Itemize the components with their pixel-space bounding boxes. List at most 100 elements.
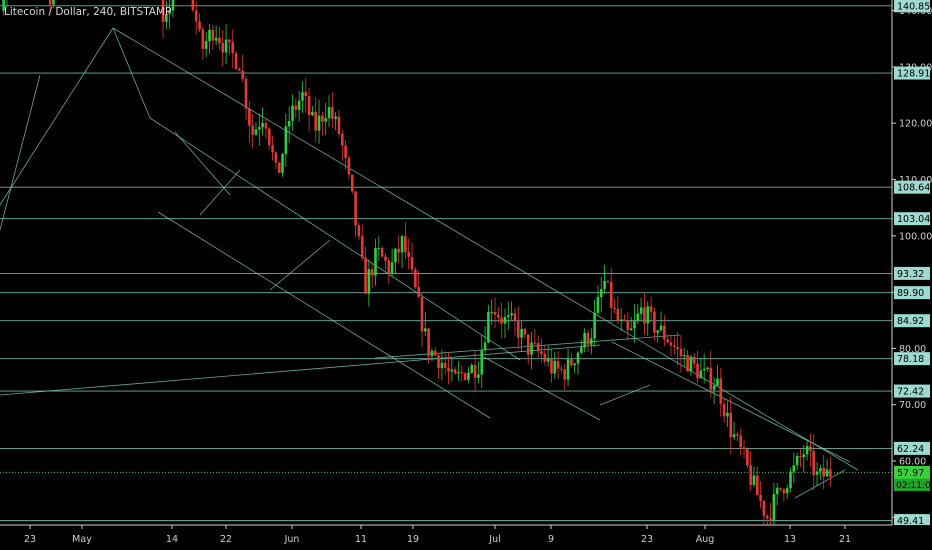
candle: [825, 459, 829, 477]
candle: [736, 431, 739, 442]
candle-body: [752, 475, 756, 485]
candle-body: [347, 158, 351, 175]
candle-body: [248, 108, 251, 126]
candle: [829, 456, 832, 487]
candle-body: [583, 332, 586, 348]
candle: [520, 320, 523, 352]
candle-body: [626, 320, 630, 331]
candle-body: [264, 123, 268, 129]
time-axis: 23 May 14 22 Jun 11 19 Jul 9 23 Aug 13 21: [0, 524, 932, 550]
candle: [732, 422, 736, 440]
candle: [580, 339, 583, 355]
candle: [277, 162, 281, 173]
candle-body: [244, 78, 248, 109]
candle-body: [407, 251, 410, 258]
candle: [722, 398, 726, 424]
candle: [613, 298, 616, 313]
candle-body: [307, 96, 311, 116]
candle-body: [350, 174, 354, 192]
candle-body: [404, 236, 407, 252]
candle-body: [530, 342, 533, 355]
candle: [619, 307, 623, 332]
candle: [510, 301, 513, 321]
candle: [2, 0, 5, 16]
candle-body: [822, 467, 825, 477]
price-tick-label: 80.00: [899, 344, 926, 355]
candle-body: [716, 378, 719, 386]
trend-line: [112, 27, 859, 471]
candle-body: [556, 361, 560, 369]
candle: [543, 345, 547, 366]
candle-body: [829, 469, 832, 477]
candle-body: [198, 21, 201, 30]
candle-body: [543, 353, 547, 362]
candle: [799, 449, 802, 468]
candle-body: [779, 487, 782, 490]
candle: [692, 352, 696, 369]
candle-body: [218, 37, 221, 43]
candle-body: [394, 248, 397, 263]
candle-body: [573, 363, 576, 366]
candle: [696, 350, 699, 384]
candle-body: [370, 269, 374, 276]
candle-body: [709, 367, 713, 390]
candle: [669, 335, 673, 357]
time-tick-label: 13: [784, 534, 796, 545]
level-label: 93.32: [897, 269, 924, 280]
candle-body: [480, 350, 484, 375]
candle: [679, 334, 683, 373]
candle-body: [792, 465, 796, 472]
candle-body: [443, 362, 447, 368]
candle-body: [789, 471, 792, 489]
candle-body: [696, 363, 699, 379]
candle-body: [397, 248, 401, 253]
candle: [546, 345, 550, 367]
candle-body: [221, 42, 225, 53]
candle: [716, 365, 719, 387]
candle-body: [191, 0, 195, 11]
level-label: 49.41: [897, 516, 924, 527]
candle: [706, 366, 709, 372]
candle-body: [729, 412, 733, 438]
candle-body: [633, 320, 636, 329]
time-axis-bg: [0, 525, 932, 550]
candle-body: [450, 369, 454, 372]
candle: [168, 0, 171, 29]
candle: [211, 24, 215, 50]
candle: [756, 466, 759, 496]
candle-body: [769, 518, 772, 522]
candle-body: [277, 162, 281, 173]
candle: [198, 13, 201, 33]
candle-body: [341, 133, 344, 146]
candle-body: [321, 115, 324, 122]
candle-body: [493, 311, 497, 315]
candle-body: [825, 469, 829, 477]
candle: [676, 331, 679, 365]
candle: [789, 467, 792, 493]
candle: [633, 303, 636, 343]
countdown-label: 02:11:06: [896, 481, 932, 491]
candle: [726, 401, 729, 427]
candle-body: [746, 449, 749, 466]
time-tick-label: 14: [166, 534, 178, 545]
trend-line: [479, 354, 601, 421]
candle-body: [271, 145, 274, 153]
candle: [407, 238, 410, 270]
candle: [639, 297, 643, 322]
candle-body: [510, 313, 513, 316]
candle-body: [281, 154, 284, 173]
candle: [350, 174, 354, 194]
candle-body: [736, 434, 739, 436]
candle-body: [722, 403, 726, 417]
candle: [424, 312, 427, 337]
candle: [364, 246, 367, 295]
candle: [609, 267, 613, 324]
candle: [702, 353, 706, 384]
trend-line: [794, 469, 846, 499]
candle: [214, 25, 218, 46]
candle: [590, 328, 593, 355]
candle-body: [643, 307, 646, 324]
candle-body: [284, 126, 288, 155]
price-tick-label: 110.00: [899, 175, 932, 186]
